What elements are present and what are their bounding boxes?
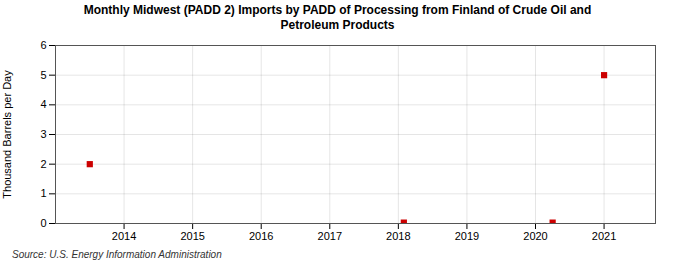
html-text:Petroleum Products: Petroleum Products — [280, 18, 395, 32]
svg-text:2014: 2014 — [112, 230, 136, 242]
svg-text:2017: 2017 — [318, 230, 342, 242]
svg-text:2019: 2019 — [455, 230, 479, 242]
svg-text:2021: 2021 — [592, 230, 616, 242]
svg-text:1: 1 — [40, 187, 46, 199]
html-text:Monthly Midwest (PADD 2) Impor: Monthly Midwest (PADD 2) Imports by PADD… — [83, 3, 592, 17]
svg-text:2020: 2020 — [523, 230, 547, 242]
svg-text:4: 4 — [40, 98, 46, 110]
svg-text:6: 6 — [40, 39, 46, 51]
svg-text:2: 2 — [40, 158, 46, 170]
svg-text:Thousand Barrels per Day: Thousand Barrels per Day — [1, 70, 13, 199]
svg-text:2016: 2016 — [249, 230, 273, 242]
html-text:Source: U.S. Energy Informatio: Source: U.S. Energy Information Administ… — [12, 249, 222, 260]
svg-text:0: 0 — [40, 217, 46, 229]
svg-text:2018: 2018 — [386, 230, 410, 242]
svg-text:3: 3 — [40, 128, 46, 140]
svg-text:5: 5 — [40, 69, 46, 81]
svg-text:2015: 2015 — [180, 230, 204, 242]
